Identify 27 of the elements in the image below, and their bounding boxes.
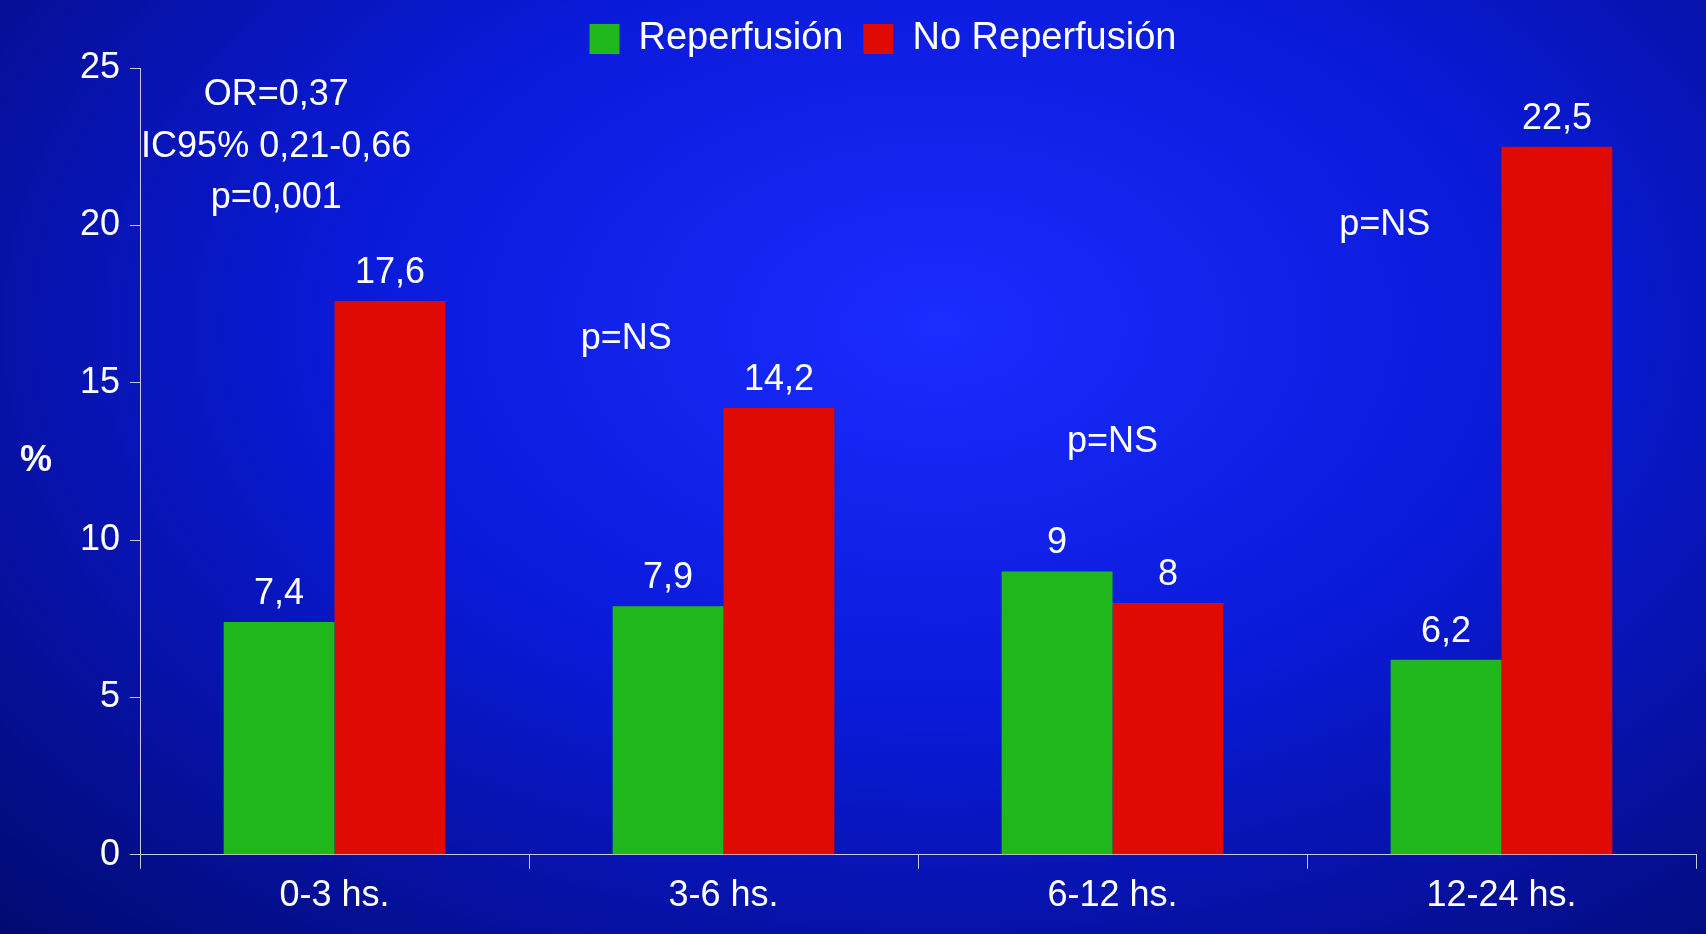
data-label: 6,2 bbox=[1421, 608, 1472, 650]
annotation: p=NS bbox=[1066, 418, 1159, 460]
annotation: IC95% 0,21-0,66 bbox=[141, 123, 412, 165]
annotation: p=NS bbox=[580, 316, 672, 358]
annotation: p=NS bbox=[1339, 202, 1431, 244]
legend-label: No Reperfusión bbox=[912, 15, 1177, 58]
y-tick-label: 20 bbox=[80, 202, 121, 244]
data-label: 8 bbox=[1157, 551, 1178, 593]
data-label: 7,9 bbox=[643, 555, 694, 597]
annotation: OR=0,37 bbox=[203, 72, 349, 114]
x-tick-label: 6-12 hs. bbox=[1047, 873, 1178, 915]
annotation: p=0,001 bbox=[210, 174, 342, 216]
data-label: 14,2 bbox=[743, 356, 814, 398]
data-label: 17,6 bbox=[354, 249, 426, 291]
y-tick-label: 10 bbox=[80, 517, 121, 558]
data-label: 7,4 bbox=[254, 570, 305, 612]
y-tick-label: 5 bbox=[100, 674, 121, 716]
data-label: 9 bbox=[1047, 520, 1068, 562]
y-tick-label: 15 bbox=[80, 359, 121, 401]
y-tick-label: 0 bbox=[100, 831, 121, 873]
y-tick-label: 25 bbox=[80, 44, 121, 86]
x-tick-label: 3-6 hs. bbox=[668, 873, 779, 915]
x-tick-label: 0-3 hs. bbox=[279, 873, 390, 915]
data-label: 22,5 bbox=[1521, 95, 1592, 137]
legend-label: Reperfusión bbox=[638, 15, 844, 58]
x-tick-label: 12-24 hs. bbox=[1426, 873, 1577, 915]
y-axis-title: % bbox=[19, 438, 53, 480]
